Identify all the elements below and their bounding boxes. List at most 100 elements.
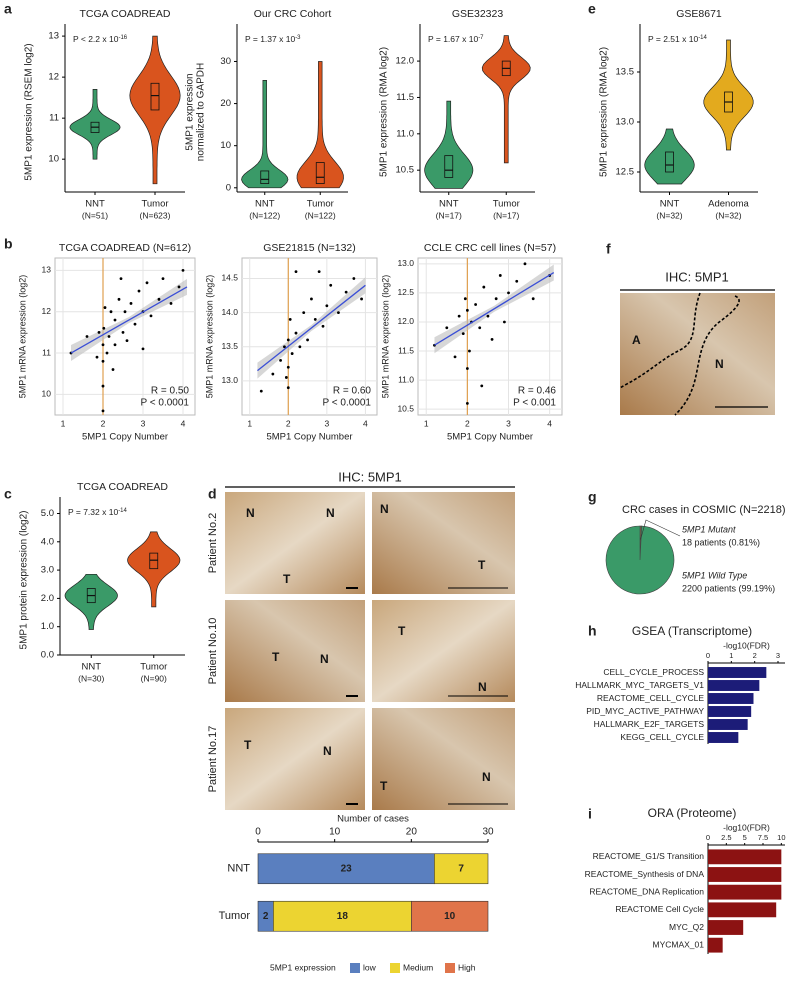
bar xyxy=(708,867,782,882)
ihc-row: Patient No.2 N N T N T xyxy=(207,492,515,594)
category-note: (N=32) xyxy=(656,210,682,220)
point xyxy=(271,372,275,376)
p-value: P = 2.51 x 10-14 xyxy=(648,34,708,44)
y-tick-label: 5.0 xyxy=(41,508,54,519)
panel-label: g xyxy=(588,489,597,505)
x-tick-label: NNT xyxy=(660,199,680,210)
patient-label: Patient No.17 xyxy=(207,726,219,793)
point xyxy=(103,306,107,309)
y-tick-label: MYCMAX_01 xyxy=(653,939,705,949)
point xyxy=(107,335,111,338)
y-tick-label: 11.5 xyxy=(396,92,414,103)
slice-value-label: 2200 patients (99.19%) xyxy=(682,583,775,593)
point xyxy=(453,355,457,359)
x-tick-label: Tumor xyxy=(140,662,167,673)
violin xyxy=(127,531,181,608)
box xyxy=(150,82,160,111)
category-note: (N=122) xyxy=(249,210,280,220)
y-tick-label: 12.0 xyxy=(396,56,415,67)
bar xyxy=(708,902,777,918)
y-axis-label: 5MP1 mRNA expression (log2) xyxy=(380,275,390,399)
y-tick-label: 13.5 xyxy=(616,67,635,78)
y-tick-label: 3.0 xyxy=(41,565,54,576)
category-note: (N=30) xyxy=(78,673,104,683)
y-tick-label: 30 xyxy=(220,56,231,67)
y-axis-label: 5MP1 expression (RSEM log2) xyxy=(24,43,35,180)
point xyxy=(445,326,449,330)
y-tick-label: 13 xyxy=(42,265,52,275)
point xyxy=(523,262,527,266)
point xyxy=(101,409,105,413)
y-axis-label: 5MP1 protein expression (log2) xyxy=(19,511,30,650)
point xyxy=(141,347,145,351)
point xyxy=(486,314,490,318)
point xyxy=(463,297,467,301)
point xyxy=(137,289,141,293)
x-tick-label: 1 xyxy=(247,418,252,428)
point xyxy=(468,349,471,353)
point xyxy=(129,302,133,305)
legend-label: low xyxy=(363,962,377,972)
point xyxy=(95,355,99,359)
point xyxy=(478,326,482,330)
x-tick-label: 2 xyxy=(101,418,106,428)
y-tick-label: MYC_Q2 xyxy=(669,922,704,932)
chart-title: TCGA COADREAD (N=612) xyxy=(59,242,191,254)
point xyxy=(494,297,498,301)
x-axis-label: 5MP1 Copy Number xyxy=(266,432,352,443)
bar-segment xyxy=(273,900,412,932)
tissue-label: N xyxy=(326,506,335,520)
y-tick-label: 12 xyxy=(42,306,52,316)
leader-line xyxy=(640,519,681,540)
bar xyxy=(708,719,748,730)
y-tick-label: 11.5 xyxy=(398,345,414,355)
ihc-title: IHC: 5MP1 xyxy=(338,469,402,484)
plot-area xyxy=(241,257,378,416)
y-tick-label: HALLMARK_MYC_TARGETS_V1 xyxy=(575,680,704,690)
tissue-label: N xyxy=(482,770,491,784)
p-value-exponent: -7 xyxy=(478,35,484,41)
y-tick-label: 2.0 xyxy=(41,593,54,604)
point xyxy=(161,277,165,281)
y-tick-label: 10.5 xyxy=(397,403,414,413)
x-tick-label: NNT xyxy=(439,199,459,210)
chart-title: TCGA COADREAD xyxy=(77,481,168,493)
x-axis-label: -log10(FDR) xyxy=(723,640,770,650)
x-tick-label: 5 xyxy=(743,833,747,842)
panel-label: e xyxy=(588,1,596,17)
point xyxy=(507,291,510,295)
patient-label: Patient No.10 xyxy=(207,618,219,685)
point xyxy=(465,401,469,405)
point xyxy=(101,384,105,388)
point xyxy=(515,279,519,283)
tissue-label: A xyxy=(632,333,641,347)
point xyxy=(113,343,117,347)
y-tick-label: 11.0 xyxy=(398,374,414,384)
point xyxy=(123,310,127,314)
category-note: (N=623) xyxy=(140,210,171,220)
y-tick-label: REACTOME_G1/S Transition xyxy=(593,851,705,861)
y-tick-label: HALLMARK_E2F_TARGETS xyxy=(594,719,705,729)
y-tick-label: 20 xyxy=(220,98,231,109)
violin xyxy=(703,39,754,151)
point xyxy=(482,285,486,289)
x-tick-label: Tumor xyxy=(493,199,520,210)
ihc-image xyxy=(372,600,515,702)
point xyxy=(465,367,469,370)
point xyxy=(157,297,161,301)
box xyxy=(149,552,159,570)
slice-name: 5MP1 Mutant xyxy=(682,524,736,534)
x-tick-label: NNT xyxy=(255,199,275,210)
y-axis-label: normalized to GAPDH xyxy=(196,63,207,161)
point xyxy=(286,338,290,342)
ihc-title: IHC: 5MP1 xyxy=(665,269,729,284)
point xyxy=(480,384,484,388)
bar xyxy=(708,884,782,900)
tissue-label: N xyxy=(715,357,724,371)
panel-label: a xyxy=(4,1,12,17)
tissue-label: T xyxy=(478,558,486,572)
pie-slice xyxy=(605,525,675,595)
y-tick-label: KEGG_CELL_CYCLE xyxy=(620,732,704,742)
plot-area xyxy=(54,257,196,416)
value-label: 18 xyxy=(337,911,349,922)
